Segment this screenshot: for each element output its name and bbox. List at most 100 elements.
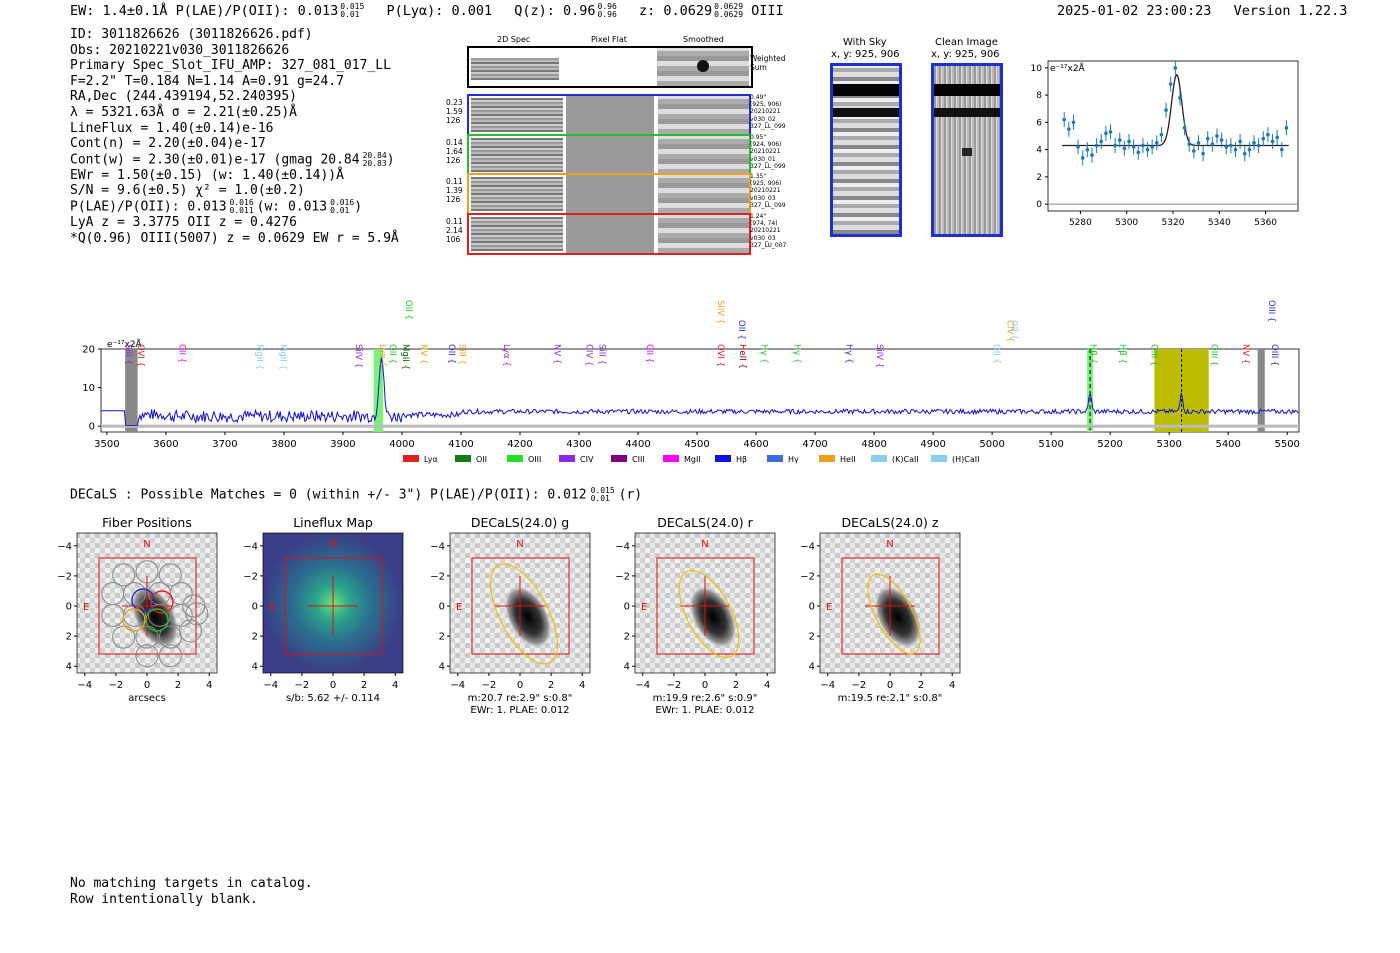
aperture-ellipse	[678, 569, 740, 659]
fit-point	[1238, 139, 1242, 144]
legend-swatch	[871, 455, 887, 462]
header-plya: P(Lyα): 0.001	[386, 3, 493, 19]
legend-swatch	[403, 455, 419, 462]
panel-ytick-label: 4	[809, 662, 815, 673]
spectrum-xtick-label: 4300	[566, 439, 591, 450]
line-label: SiIV {	[715, 300, 725, 324]
fit-point	[1076, 145, 1080, 149]
fiber-circle	[135, 560, 159, 584]
panel-caption-2: EWr: 1. PLAE: 0.012	[470, 705, 569, 716]
panel-ytick-label: −2	[615, 571, 630, 582]
with-sky-xy: x, y: 925, 906	[831, 49, 900, 60]
panel-ytick-label: 0	[66, 602, 72, 613]
line-label: SiII {	[597, 344, 607, 365]
masked-region	[125, 349, 138, 432]
fit-point	[1067, 127, 1071, 131]
fit-point	[1261, 136, 1266, 141]
cutout-row	[467, 94, 751, 136]
cutout-meta-line: 0.49"	[750, 94, 767, 101]
fit-point	[1145, 147, 1150, 152]
line-label: OIII {	[1209, 344, 1219, 366]
cutout-stat: 1.64	[446, 147, 463, 156]
clean-title: Clean Image	[935, 37, 998, 48]
cutout-flat	[566, 96, 654, 134]
panel-ytick-label: −2	[243, 571, 258, 582]
north-label: N	[143, 539, 150, 550]
fit-point	[1108, 130, 1113, 134]
with-sky-title: With Sky	[843, 37, 887, 48]
line-label: CIV {	[1005, 320, 1015, 342]
galaxy	[874, 585, 922, 649]
fit-point	[1090, 153, 1094, 157]
cutout-stat: 0.11	[446, 177, 463, 186]
legend-label: Hβ	[736, 455, 747, 464]
fit-point	[1284, 126, 1289, 130]
line-label: CII {	[644, 344, 654, 363]
clean-image	[931, 63, 1003, 237]
header-z-line: OIII	[751, 3, 784, 19]
line-label: OII {	[991, 344, 1001, 364]
aperture-ellipse	[489, 563, 559, 665]
spectrum-xtick-label: 3500	[94, 439, 119, 450]
cutout-row	[467, 173, 751, 215]
panel-xtick-label: 4	[764, 680, 770, 691]
cutout-2d	[471, 138, 563, 172]
cutout-stat: 126	[446, 156, 461, 165]
north-label: N	[701, 539, 708, 550]
info-sn: S/N = 9.6(±0.5) χ² = 1.0(±0.2)	[70, 183, 305, 199]
spectrum-xtick-label: 5300	[1156, 439, 1181, 450]
col-smoothed: Smoothed	[683, 35, 724, 44]
cutout-smooth	[658, 96, 749, 134]
fiber-circle	[179, 619, 203, 643]
fit-point	[1127, 139, 1131, 144]
panel-xtick-label: −4	[77, 680, 92, 691]
weighted-2d	[471, 58, 559, 80]
fiber-circle-green	[145, 608, 169, 632]
cutout-row	[467, 213, 751, 255]
catalog-note-line2: Row intentionally blank.	[70, 891, 258, 907]
fit-point	[1178, 96, 1182, 100]
info-obs: Obs: 20210221v030_3011826626	[70, 42, 290, 58]
info-contn: Cont(n) = 2.20(±0.04)e-17	[70, 136, 266, 152]
cutout-meta-line: (925, 906)	[750, 180, 782, 188]
cutout-row-meta: 1.35" (925, 906) 20210221 v030_03 327_LL_099	[750, 173, 786, 209]
cutout-flat	[566, 136, 654, 174]
panel-ytick-label: 4	[252, 662, 258, 673]
panel-ytick-label: 4	[439, 662, 445, 673]
fit-point	[1094, 143, 1099, 148]
legend-label: MgII	[684, 455, 701, 464]
panel-ytick-label: 2	[439, 632, 445, 643]
panel-title: Fiber Positions	[102, 515, 192, 530]
spectrum-ytick-label: 0	[89, 422, 95, 433]
fit-point	[1182, 126, 1187, 130]
cutout-meta-line: 0.95"	[750, 134, 767, 141]
line-label: NV {	[418, 344, 428, 364]
spectrum-xtick-label: 4400	[625, 439, 650, 450]
cutout-row-stats: 0.11 2.14 106	[446, 217, 463, 244]
legend-swatch	[663, 455, 679, 462]
col-2d-spec: 2D Spec	[497, 35, 531, 44]
legend-swatch	[455, 455, 471, 462]
fit-point	[1279, 147, 1284, 152]
cutout-meta-line: (974, 74)	[750, 220, 778, 228]
cutout-row-stats: 0.14 1.64 126	[446, 138, 463, 165]
info-contw: Cont(w) = 2.30(±0.01)e-17 (gmag 20.84 20.…	[70, 150, 395, 168]
spectrum-xtick-label: 4500	[684, 439, 709, 450]
imaging-panels: Fiber Positions N E −4 4 −2 2 0 0 2 −2 4 −4 arcsecs Li…	[57, 515, 961, 716]
panel-title: DECaLS(24.0) z	[842, 515, 939, 530]
spectrum-xtick-label: 5200	[1097, 439, 1122, 450]
galaxy	[689, 585, 737, 649]
cutout-row-stats: 0.11 1.39 126	[446, 177, 463, 204]
fit-plot: 0 2 4 6 8 10 5280 5300 5320 5340 5360 e⁻¹⁷x2Å	[1031, 60, 1299, 228]
legend-swatch	[767, 455, 783, 462]
line-label: Hγ {	[791, 344, 801, 364]
fit-point	[1085, 147, 1090, 152]
info-params: F=2.2" T=0.184 N=1.14 A=0.91 g=24.7	[70, 73, 344, 89]
cutout-meta-line: v030_03	[750, 194, 776, 202]
line-label: SiII {	[456, 344, 466, 365]
line-label: MgII {	[254, 344, 264, 370]
fit-point	[1173, 66, 1178, 70]
fiber-circle	[135, 625, 159, 649]
fiber-circle-red	[150, 590, 174, 614]
